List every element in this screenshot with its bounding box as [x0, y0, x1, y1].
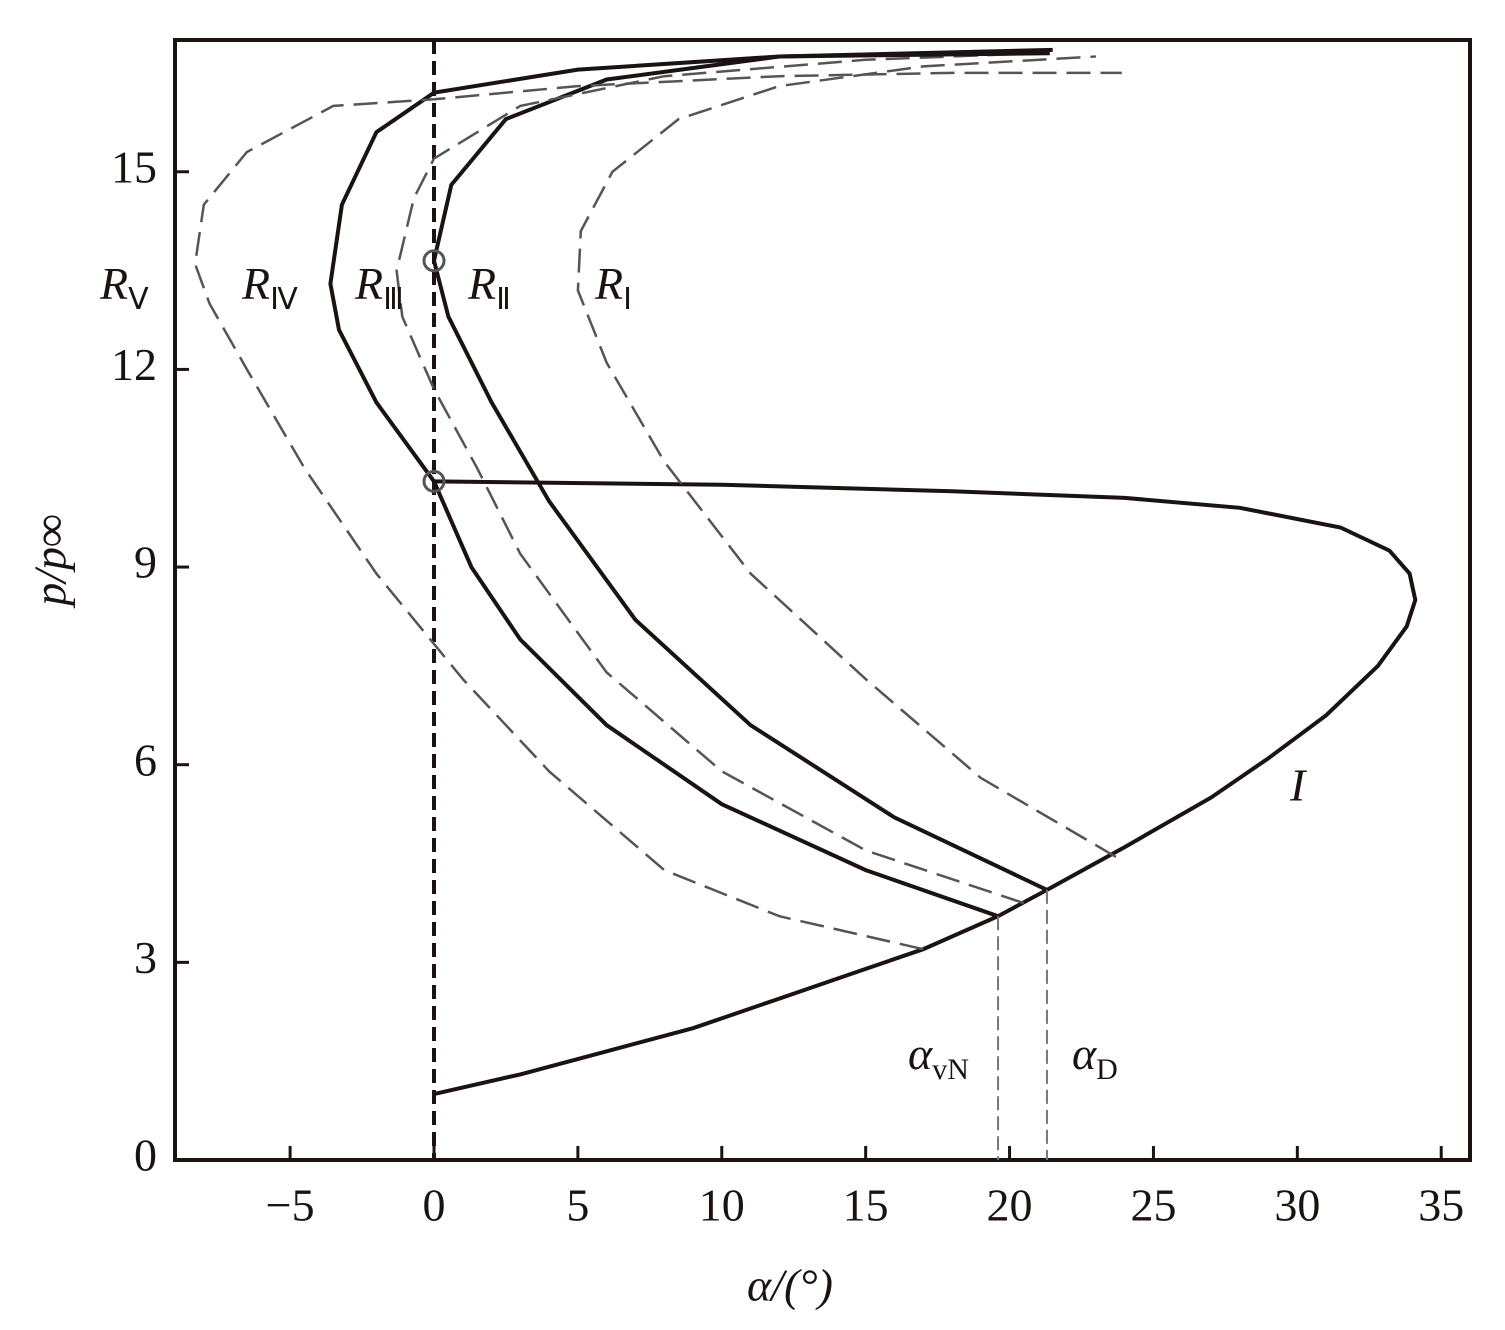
- y-tick-label: 3: [134, 932, 157, 983]
- curve-label: RⅢ: [354, 258, 404, 316]
- polar-curve: [395, 51, 1039, 905]
- curve-label: I: [1289, 760, 1308, 811]
- marker: [422, 249, 446, 273]
- y-tick-label: 15: [111, 141, 157, 192]
- x-tick-label: −5: [266, 1180, 315, 1231]
- polar-curve: [193, 71, 1122, 951]
- annotation-label: αD: [1072, 1028, 1118, 1086]
- polar-curve: [576, 55, 1117, 858]
- y-tick-label: 0: [134, 1130, 157, 1181]
- polar-curve: [431, 47, 1053, 892]
- x-tick-label: 15: [843, 1180, 889, 1231]
- curve-label: RⅣ: [241, 258, 298, 316]
- plot-frame: [173, 38, 1472, 1162]
- polar-curve: [433, 479, 1418, 1097]
- curve-label: RⅤ: [99, 258, 149, 316]
- x-tick-label: 35: [1418, 1180, 1464, 1231]
- y-tick-label: 9: [134, 537, 157, 588]
- x-tick-label: 5: [566, 1180, 589, 1231]
- x-tick-label: 10: [699, 1180, 745, 1231]
- y-tick-label: 12: [111, 339, 157, 390]
- x-axis-label: α/(°): [747, 1260, 833, 1311]
- x-tick-label: 25: [1130, 1180, 1176, 1231]
- y-axis-label: p/p∞: [25, 514, 76, 609]
- curve-label: RⅡ: [467, 258, 511, 316]
- x-tick-label: 0: [423, 1180, 446, 1231]
- curve-label: RⅠ: [594, 258, 632, 316]
- annotation-label: αvN: [908, 1028, 969, 1086]
- polar-curve: [328, 51, 1050, 919]
- x-tick-label: 30: [1274, 1180, 1320, 1231]
- y-tick-label: 6: [134, 734, 157, 785]
- marker: [422, 469, 446, 493]
- x-tick-label: 20: [987, 1180, 1033, 1231]
